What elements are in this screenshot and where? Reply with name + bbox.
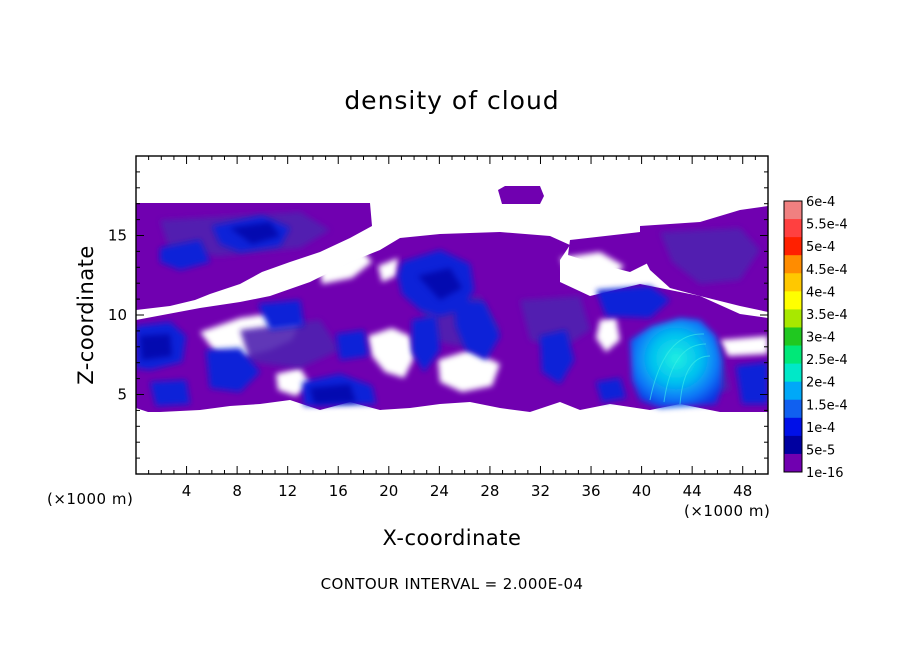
x-unit-left: (×1000 m) [47,490,134,508]
contour-interval-note: CONTOUR INTERVAL = 2.000E-04 [320,575,584,593]
colorbar-label: 6e-4 [806,195,835,210]
colorbar-label: 5e-4 [806,240,835,255]
x-tick-label: 4 [182,482,192,500]
colorbar-swatch [784,417,802,437]
colorbar-swatch [784,237,802,256]
x-tick-label: 16 [329,482,348,500]
cloud-top-patch [498,186,544,204]
colorbar-frame [783,200,803,473]
chart-title: density of cloud [344,86,560,115]
y-axis-label: Z-coordinate [74,245,98,385]
colorbar-label: 1e-16 [806,466,844,481]
y-tick-label: 15 [108,227,127,245]
colorbar-swatch [784,219,802,238]
colorbar: 6e-4 5.5e-4 5e-4 4.5e-4 4e-4 3.5e-4 3e-4 2.5e-4… [783,195,848,481]
colorbar-swatch [784,381,802,401]
x-tick-label: 28 [480,482,499,500]
x-axis-label: X-coordinate [382,526,522,550]
colorbar-label: 4.5e-4 [806,263,848,278]
x-tick-label: 40 [632,482,651,500]
x-tick-label: 12 [278,482,297,500]
colorbar-swatch [784,435,802,455]
colorbar-swatch [784,345,802,365]
x-tick-label: 8 [232,482,242,500]
x-tick-label: 20 [379,482,398,500]
colorbar-label: 2.5e-4 [806,353,848,368]
colorbar-label: 2e-4 [806,376,835,391]
colorbar-swatch [784,453,802,473]
x-tick-label: 24 [430,482,449,500]
colorbar-label: 4e-4 [806,285,835,300]
colorbar-label: 1e-4 [806,421,835,436]
colorbar-label: 3e-4 [806,331,835,346]
colorbar-swatch [784,255,802,274]
x-tick-label: 36 [581,482,600,500]
colorbar-swatch [784,273,802,292]
y-tick-label: 10 [108,306,127,324]
y-axis: 5 10 15 [108,171,768,459]
colorbar-swatch [784,363,802,383]
colorbar-label: 5e-5 [806,443,835,458]
colorbar-swatch [784,327,802,347]
x-tick-label: 48 [733,482,752,500]
x-unit-right: (×1000 m) [684,502,771,520]
y-tick-label: 5 [117,386,127,404]
colorbar-swatch [784,399,802,419]
colorbar-swatch [784,309,802,328]
colorbar-label: 5.5e-4 [806,218,848,233]
x-axis: 4 8 12 16 20 24 28 32 36 40 44 48 [148,156,756,500]
colorbar-label: 1.5e-4 [806,398,848,413]
x-tick-label: 44 [683,482,702,500]
cloud-density-field [136,186,768,412]
colorbar-swatch [784,201,802,220]
cloud-upper-right-tail [568,232,650,272]
colorbar-swatch [784,291,802,310]
colorbar-label: 3.5e-4 [806,308,848,323]
x-tick-label: 32 [531,482,550,500]
